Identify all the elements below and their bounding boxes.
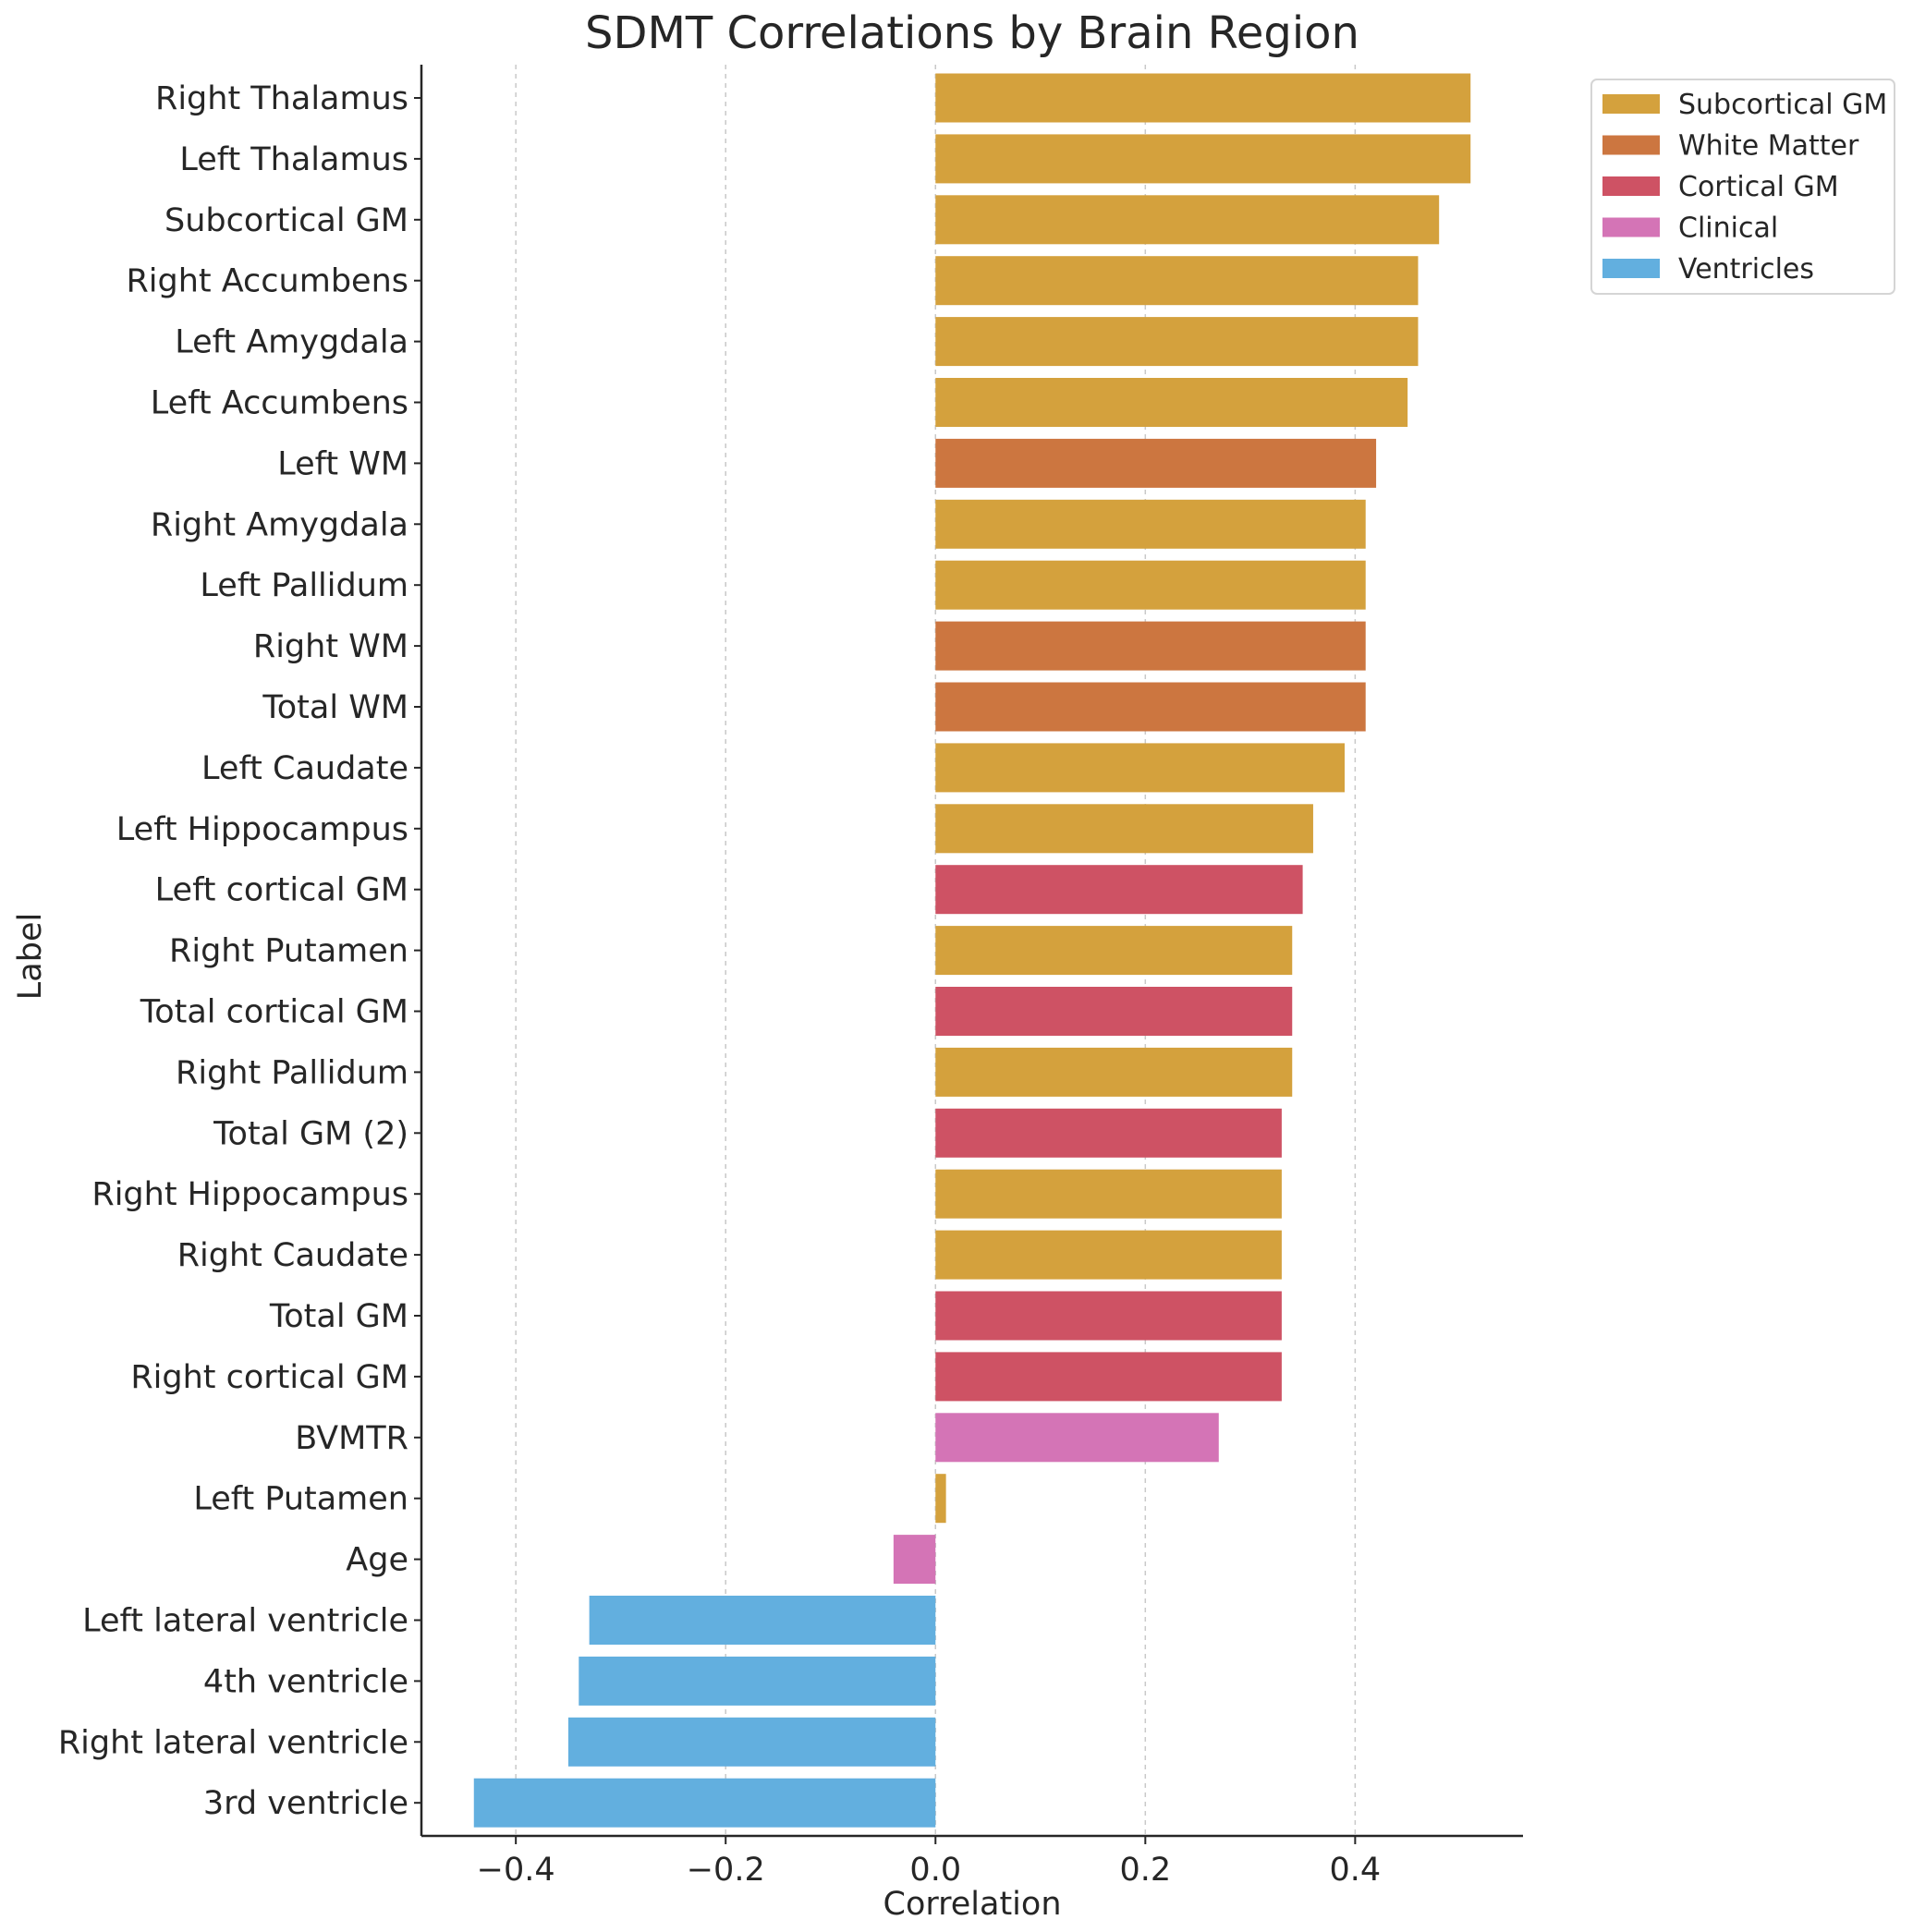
bar	[935, 1352, 1282, 1402]
bar	[473, 1778, 936, 1828]
bar	[935, 621, 1366, 671]
bar	[935, 865, 1303, 915]
x-tick-labels: −0.4 −0.2 0.0 0.2 0.4	[477, 1852, 1382, 1889]
x-tick-label: −0.2	[687, 1852, 765, 1889]
legend: Subcortical GM White Matter Cortical GM Cli…	[1590, 79, 1895, 295]
y-tick-label: Left Hippocampus	[116, 811, 408, 848]
y-tick-label: Right lateral ventricle	[58, 1724, 408, 1761]
y-tick-label: Right cortical GM	[130, 1359, 408, 1396]
bar	[935, 926, 1293, 976]
bar	[935, 438, 1377, 488]
y-tick-label: Left Accumbens	[151, 385, 408, 422]
y-axis-label: Label	[12, 913, 49, 1000]
bar	[935, 499, 1366, 549]
x-tick-label: −0.4	[477, 1852, 555, 1889]
legend-swatch	[1602, 94, 1660, 114]
y-tick-label: Right Thalamus	[155, 80, 408, 117]
bar	[935, 134, 1471, 184]
y-tick-label: Left Caudate	[201, 750, 408, 787]
legend-label: White Matter	[1678, 130, 1859, 163]
axis-layer	[414, 65, 1523, 1844]
bar	[935, 1230, 1282, 1280]
bar	[935, 1413, 1219, 1463]
y-tick-label: Total cortical GM	[140, 994, 408, 1031]
y-tick-label: Left cortical GM	[155, 872, 408, 909]
legend-label: Cortical GM	[1678, 171, 1839, 203]
bar	[935, 1047, 1293, 1097]
chart-title: SDMT Correlations by Brain Region	[585, 7, 1359, 59]
bar	[935, 682, 1366, 732]
x-tick-label: 0.0	[909, 1852, 961, 1889]
bar	[935, 317, 1419, 367]
y-tick-label: Right Accumbens	[126, 263, 408, 300]
legend-box	[1590, 79, 1895, 295]
y-tick-label: Left Pallidum	[200, 567, 408, 604]
y-tick-label: Left WM	[277, 445, 408, 482]
y-tick-label: Subcortical GM	[164, 202, 408, 239]
bar	[935, 73, 1471, 123]
legend-swatch	[1602, 176, 1660, 196]
x-tick-label: 0.2	[1119, 1852, 1171, 1889]
legend-label: Clinical	[1678, 213, 1778, 245]
x-tick-label: 0.4	[1330, 1852, 1382, 1889]
bar	[579, 1656, 936, 1706]
y-tick-label: Right WM	[253, 628, 408, 665]
x-axis-label: Correlation	[883, 1886, 1062, 1923]
y-tick-label: Age	[346, 1542, 408, 1579]
y-tick-label: BVMTR	[295, 1420, 408, 1457]
bar	[893, 1535, 936, 1585]
bar	[935, 560, 1366, 610]
y-tick-label: Right Hippocampus	[91, 1176, 408, 1213]
bar	[935, 1169, 1282, 1219]
y-tick-label: Left Thalamus	[179, 141, 408, 178]
bar	[935, 743, 1346, 793]
bar	[935, 1291, 1282, 1341]
y-tick-label: Total GM	[269, 1298, 408, 1335]
bar	[567, 1717, 936, 1767]
bar	[935, 1474, 946, 1524]
legend-swatch	[1602, 135, 1660, 155]
y-tick-label: Right Caudate	[177, 1237, 408, 1274]
bar	[935, 378, 1408, 427]
bar	[935, 804, 1313, 854]
y-tick-label: Right Putamen	[169, 933, 408, 970]
bar	[935, 256, 1419, 306]
y-tick-label: Total WM	[262, 689, 408, 726]
y-tick-label: Left Putamen	[193, 1481, 408, 1518]
y-tick-label: Right Pallidum	[176, 1054, 408, 1091]
y-tick-label: Total GM (2)	[213, 1115, 408, 1152]
bar	[935, 987, 1293, 1036]
legend-swatch	[1602, 259, 1660, 278]
y-tick-label: 3rd ventricle	[203, 1785, 408, 1822]
y-tick-label: Left Amygdala	[175, 324, 408, 361]
legend-label: Subcortical GM	[1678, 89, 1887, 121]
y-tick-label: Left lateral ventricle	[82, 1603, 408, 1640]
legend-swatch	[1602, 217, 1660, 237]
bar-layer	[473, 73, 1471, 1828]
y-tick-label: Right Amygdala	[151, 506, 408, 543]
bar	[589, 1596, 936, 1645]
y-tick-label: 4th ventricle	[203, 1663, 408, 1700]
y-tick-labels: Right Thalamus Left Thalamus Subcortical G…	[58, 80, 408, 1822]
bar	[935, 1108, 1282, 1158]
legend-label: Ventricles	[1678, 253, 1814, 286]
bar	[935, 195, 1440, 245]
